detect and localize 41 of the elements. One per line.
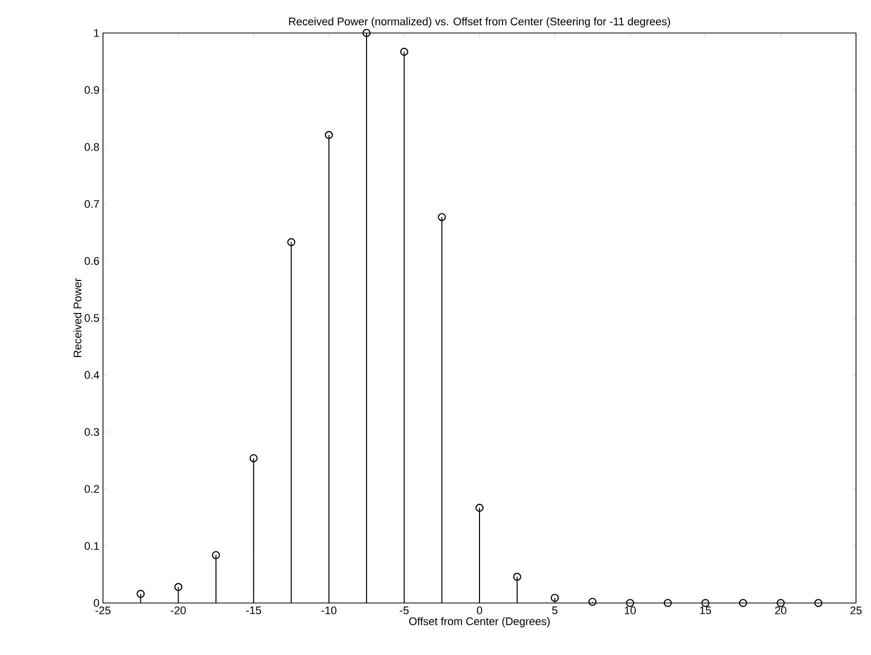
point: [475, 504, 484, 512]
x-tick-label: 25: [850, 606, 862, 614]
x-tick-label: -5: [400, 606, 409, 614]
y-tick-label: 0.1: [84, 542, 99, 550]
y-tick-label: 0.5: [84, 314, 100, 322]
point: [362, 28, 371, 38]
y-tick-label: 0.7: [84, 200, 99, 208]
chart-title: Received Power (normalized) vs. Offset from Center (Steering for -11 degrees): [289, 17, 670, 28]
point: [550, 594, 559, 602]
point: [250, 454, 258, 462]
x-axis-title: Offset from Center (Degrees): [409, 617, 550, 628]
point: [212, 551, 220, 560]
y-tick-label: 0.9: [84, 86, 99, 94]
x-tick-label: 15: [700, 606, 712, 614]
x-tick-label: -20: [170, 606, 186, 614]
point: [287, 238, 296, 246]
y-tick-label: 1: [94, 29, 99, 37]
x-tick-label: 20: [775, 606, 786, 614]
point: [664, 598, 672, 608]
y-axis-title: Received Power: [73, 278, 82, 357]
y-tick-label: 0.6: [84, 257, 99, 265]
x-tick-label: 0: [476, 606, 482, 614]
point: [814, 598, 822, 608]
x-tick-label: 10: [624, 606, 636, 614]
y-tick-label: 0.3: [84, 428, 99, 436]
point: [136, 590, 145, 598]
y-tick-label: 0.2: [84, 485, 99, 493]
point: [400, 48, 408, 56]
x-tick-label: -10: [321, 606, 336, 614]
y-tick-label: 0: [94, 599, 100, 607]
point: [174, 583, 182, 592]
point: [324, 130, 333, 140]
x-tick-label: -25: [96, 606, 110, 614]
x-tick-label: 5: [552, 606, 558, 614]
point: [513, 572, 522, 581]
y-tick-label: 0.8: [84, 143, 99, 151]
point: [739, 598, 748, 608]
y-tick-label: 0.4: [84, 371, 100, 379]
point: [438, 213, 446, 222]
x-tick-label: -15: [246, 606, 262, 614]
point: [588, 598, 596, 606]
